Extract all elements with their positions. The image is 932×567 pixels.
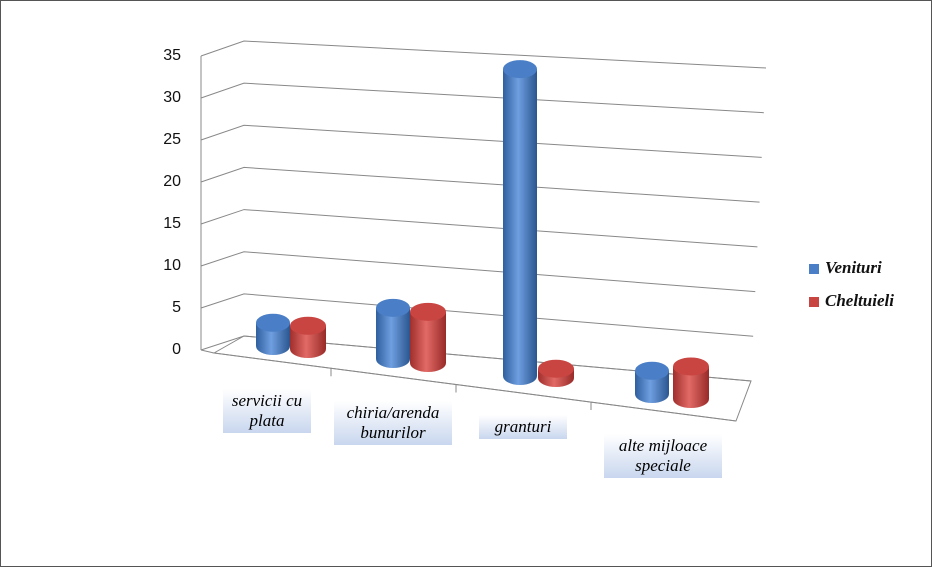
bar — [673, 357, 709, 408]
bar-bottom — [376, 350, 410, 368]
bar-bottom — [503, 367, 537, 385]
x-axis — [213, 352, 737, 422]
y-tick-label: 15 — [163, 215, 181, 232]
bar-bottom — [673, 390, 709, 408]
bar-top — [635, 361, 669, 380]
bar-top — [256, 313, 290, 332]
axis-corner — [200, 349, 215, 354]
x-tick-label: alte mijloace speciale — [604, 434, 722, 478]
bar — [635, 361, 669, 403]
x-tick-label: chiria/arenda bunurilor — [334, 401, 452, 445]
bar-bottom — [410, 354, 446, 372]
bar-top — [673, 357, 709, 376]
bar — [256, 313, 290, 355]
y-tick-label: 10 — [163, 257, 181, 274]
grid-line — [200, 124, 762, 158]
bar — [290, 316, 326, 358]
y-tick-label: 30 — [163, 89, 181, 106]
bar-top — [503, 60, 537, 79]
bar-body — [503, 69, 537, 376]
y-tick-label: 20 — [163, 173, 181, 190]
bar-top — [290, 316, 326, 335]
grid-line — [200, 335, 752, 382]
legend-swatch — [809, 297, 819, 307]
bar-top — [538, 359, 574, 378]
bar — [503, 60, 537, 385]
bar-bottom — [290, 340, 326, 358]
bar — [410, 302, 446, 372]
grid-line — [200, 251, 756, 293]
grid-line — [200, 82, 764, 114]
grid-line — [200, 209, 758, 248]
bar-top — [410, 302, 446, 321]
legend-label: Venituri — [825, 258, 882, 277]
bar-top — [376, 298, 410, 317]
bar — [538, 359, 574, 387]
legend-swatch — [809, 264, 819, 274]
bar-bottom — [635, 385, 669, 403]
y-tick-label: 0 — [172, 341, 181, 358]
grid-line — [200, 293, 754, 337]
grid-line — [200, 40, 767, 69]
bar-bottom — [256, 337, 290, 355]
grid-line — [200, 166, 760, 203]
bar — [376, 298, 410, 368]
x-tick-label: servicii cu plata — [223, 389, 311, 433]
y-tick-label: 35 — [163, 47, 181, 64]
y-tick-label: 5 — [172, 299, 181, 316]
x-tick-label: granturi — [479, 415, 567, 439]
legend-label: Cheltuieli — [825, 291, 894, 310]
y-tick-label: 25 — [163, 131, 181, 148]
